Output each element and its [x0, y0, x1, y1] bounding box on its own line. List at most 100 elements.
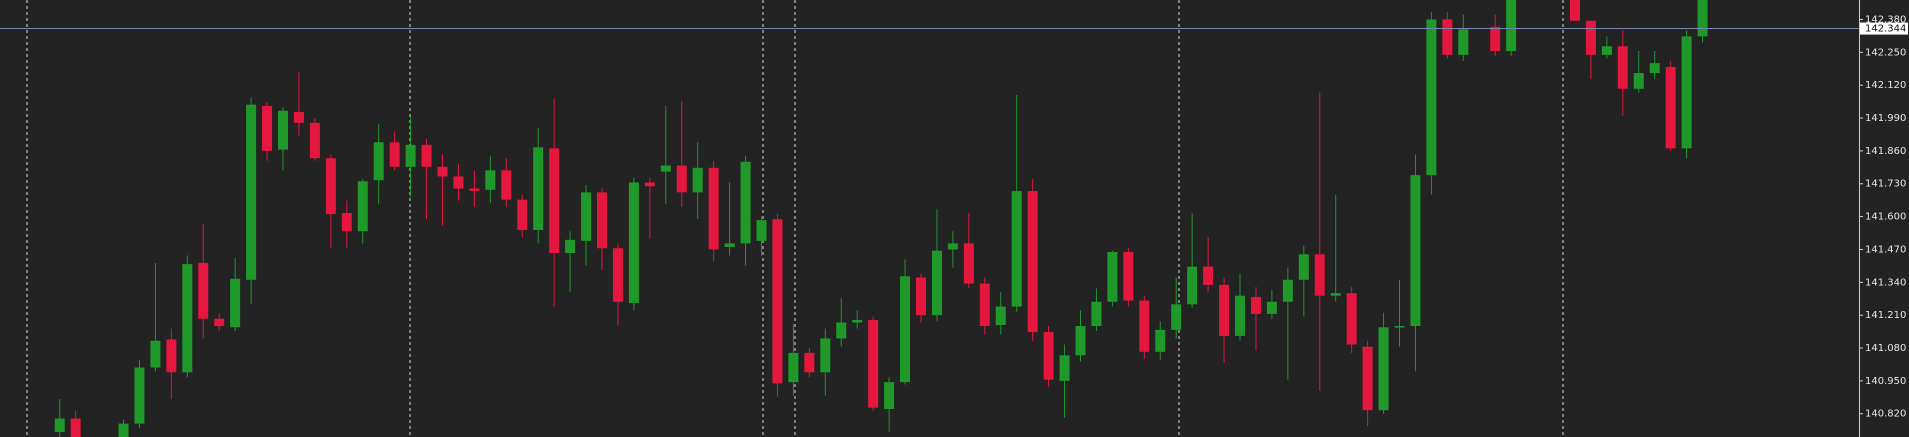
candle-body: [1665, 66, 1676, 149]
candle-body: [1442, 19, 1453, 55]
candle-body: [1649, 63, 1660, 74]
candle-body: [1298, 254, 1309, 280]
candle-body: [262, 105, 273, 151]
candle-body: [931, 250, 942, 316]
candle-body: [485, 170, 496, 190]
candle-body: [1139, 300, 1150, 352]
candle-body: [54, 418, 65, 432]
y-tick-label: 142.120: [1865, 80, 1906, 91]
candle-body: [1490, 26, 1501, 52]
candle-body: [389, 142, 400, 167]
candle-body: [1362, 346, 1373, 411]
candle-body: [469, 188, 480, 192]
candle-body: [118, 423, 129, 437]
candle-body: [421, 144, 432, 167]
candle-body: [756, 220, 767, 241]
candle-body: [1235, 295, 1245, 336]
candle-body: [612, 248, 623, 302]
candle-body: [1585, 20, 1596, 55]
candle-body: [1266, 301, 1277, 314]
candle-body: [565, 239, 576, 253]
candle-body: [1171, 304, 1182, 330]
candle-body: [1410, 175, 1421, 327]
candle-body: [214, 318, 225, 327]
candle-body: [1314, 254, 1325, 296]
candle-body: [628, 182, 639, 304]
candle-body: [1426, 19, 1437, 176]
candle-body: [836, 322, 847, 339]
candle-body: [692, 167, 703, 193]
candle-body: [979, 283, 990, 327]
y-tick-label: 141.990: [1865, 113, 1906, 124]
candle-body: [1203, 266, 1214, 285]
candle-body: [309, 122, 320, 159]
candle-body: [1569, 0, 1580, 21]
candle-body: [947, 243, 958, 250]
candle-body: [1250, 296, 1261, 314]
current-price-box: [1860, 22, 1908, 35]
y-tick-label: 141.210: [1865, 310, 1906, 321]
candle-body: [70, 418, 81, 437]
candle-body: [1330, 293, 1341, 296]
candle-body: [900, 276, 911, 383]
y-tick-label: 141.080: [1865, 343, 1906, 354]
candle-body: [1394, 326, 1405, 328]
y-tick-label: 141.860: [1865, 146, 1906, 157]
candle-body: [772, 219, 783, 384]
y-tick-label: 142.250: [1865, 47, 1906, 58]
candle-body: [357, 181, 368, 232]
candle-body: [1697, 0, 1708, 37]
candle-body: [660, 165, 671, 172]
y-tick-label: 142.380: [1865, 14, 1906, 25]
candle-body: [995, 306, 1006, 326]
candle-body: [134, 367, 145, 424]
candle-body: [788, 352, 799, 383]
candle-body: [246, 104, 257, 280]
candle-body: [820, 338, 831, 373]
candle-body: [724, 243, 735, 247]
candle-body: [1601, 46, 1612, 55]
candle-body: [804, 352, 815, 373]
y-tick-label: 141.730: [1865, 179, 1906, 190]
candle-body: [884, 382, 895, 409]
y-tick-label: 141.470: [1865, 244, 1906, 255]
candle-body: [581, 192, 592, 241]
candle-body: [341, 213, 352, 232]
y-tick-label: 140.950: [1865, 376, 1906, 387]
candle-body: [597, 192, 607, 249]
candle-body: [916, 277, 926, 316]
candle-body: [1155, 329, 1166, 352]
candle-body: [676, 165, 687, 193]
y-tick-label: 141.600: [1865, 212, 1906, 223]
candle-body: [182, 264, 193, 373]
candle-body: [1091, 301, 1102, 327]
current-price-label: 142.344: [1865, 24, 1906, 35]
candle-body: [150, 340, 161, 368]
candle-body: [963, 243, 974, 284]
candle-body: [230, 278, 241, 328]
candle-body: [1059, 355, 1070, 381]
candle-body: [1075, 326, 1086, 356]
candle-body: [373, 142, 384, 181]
candle-body: [1681, 36, 1692, 149]
y-tick-label: 140.820: [1865, 409, 1906, 420]
candle-body: [708, 167, 719, 250]
candle-body: [278, 110, 288, 150]
candle-body: [293, 111, 304, 123]
candle-body: [1027, 191, 1038, 333]
candle-body: [549, 148, 560, 253]
candle-body: [517, 199, 528, 230]
candle-body: [1617, 46, 1628, 89]
candle-body: [501, 170, 512, 200]
candle-body: [1506, 0, 1517, 52]
candle-body: [325, 158, 336, 215]
candle-body: [437, 166, 448, 177]
candle-body: [852, 319, 863, 323]
candle-body: [1043, 332, 1054, 380]
candle-body: [1378, 327, 1389, 411]
candle-body: [1633, 73, 1644, 89]
candle-body: [1123, 251, 1134, 301]
candle-body: [1187, 266, 1198, 305]
candle-body: [1011, 191, 1022, 307]
